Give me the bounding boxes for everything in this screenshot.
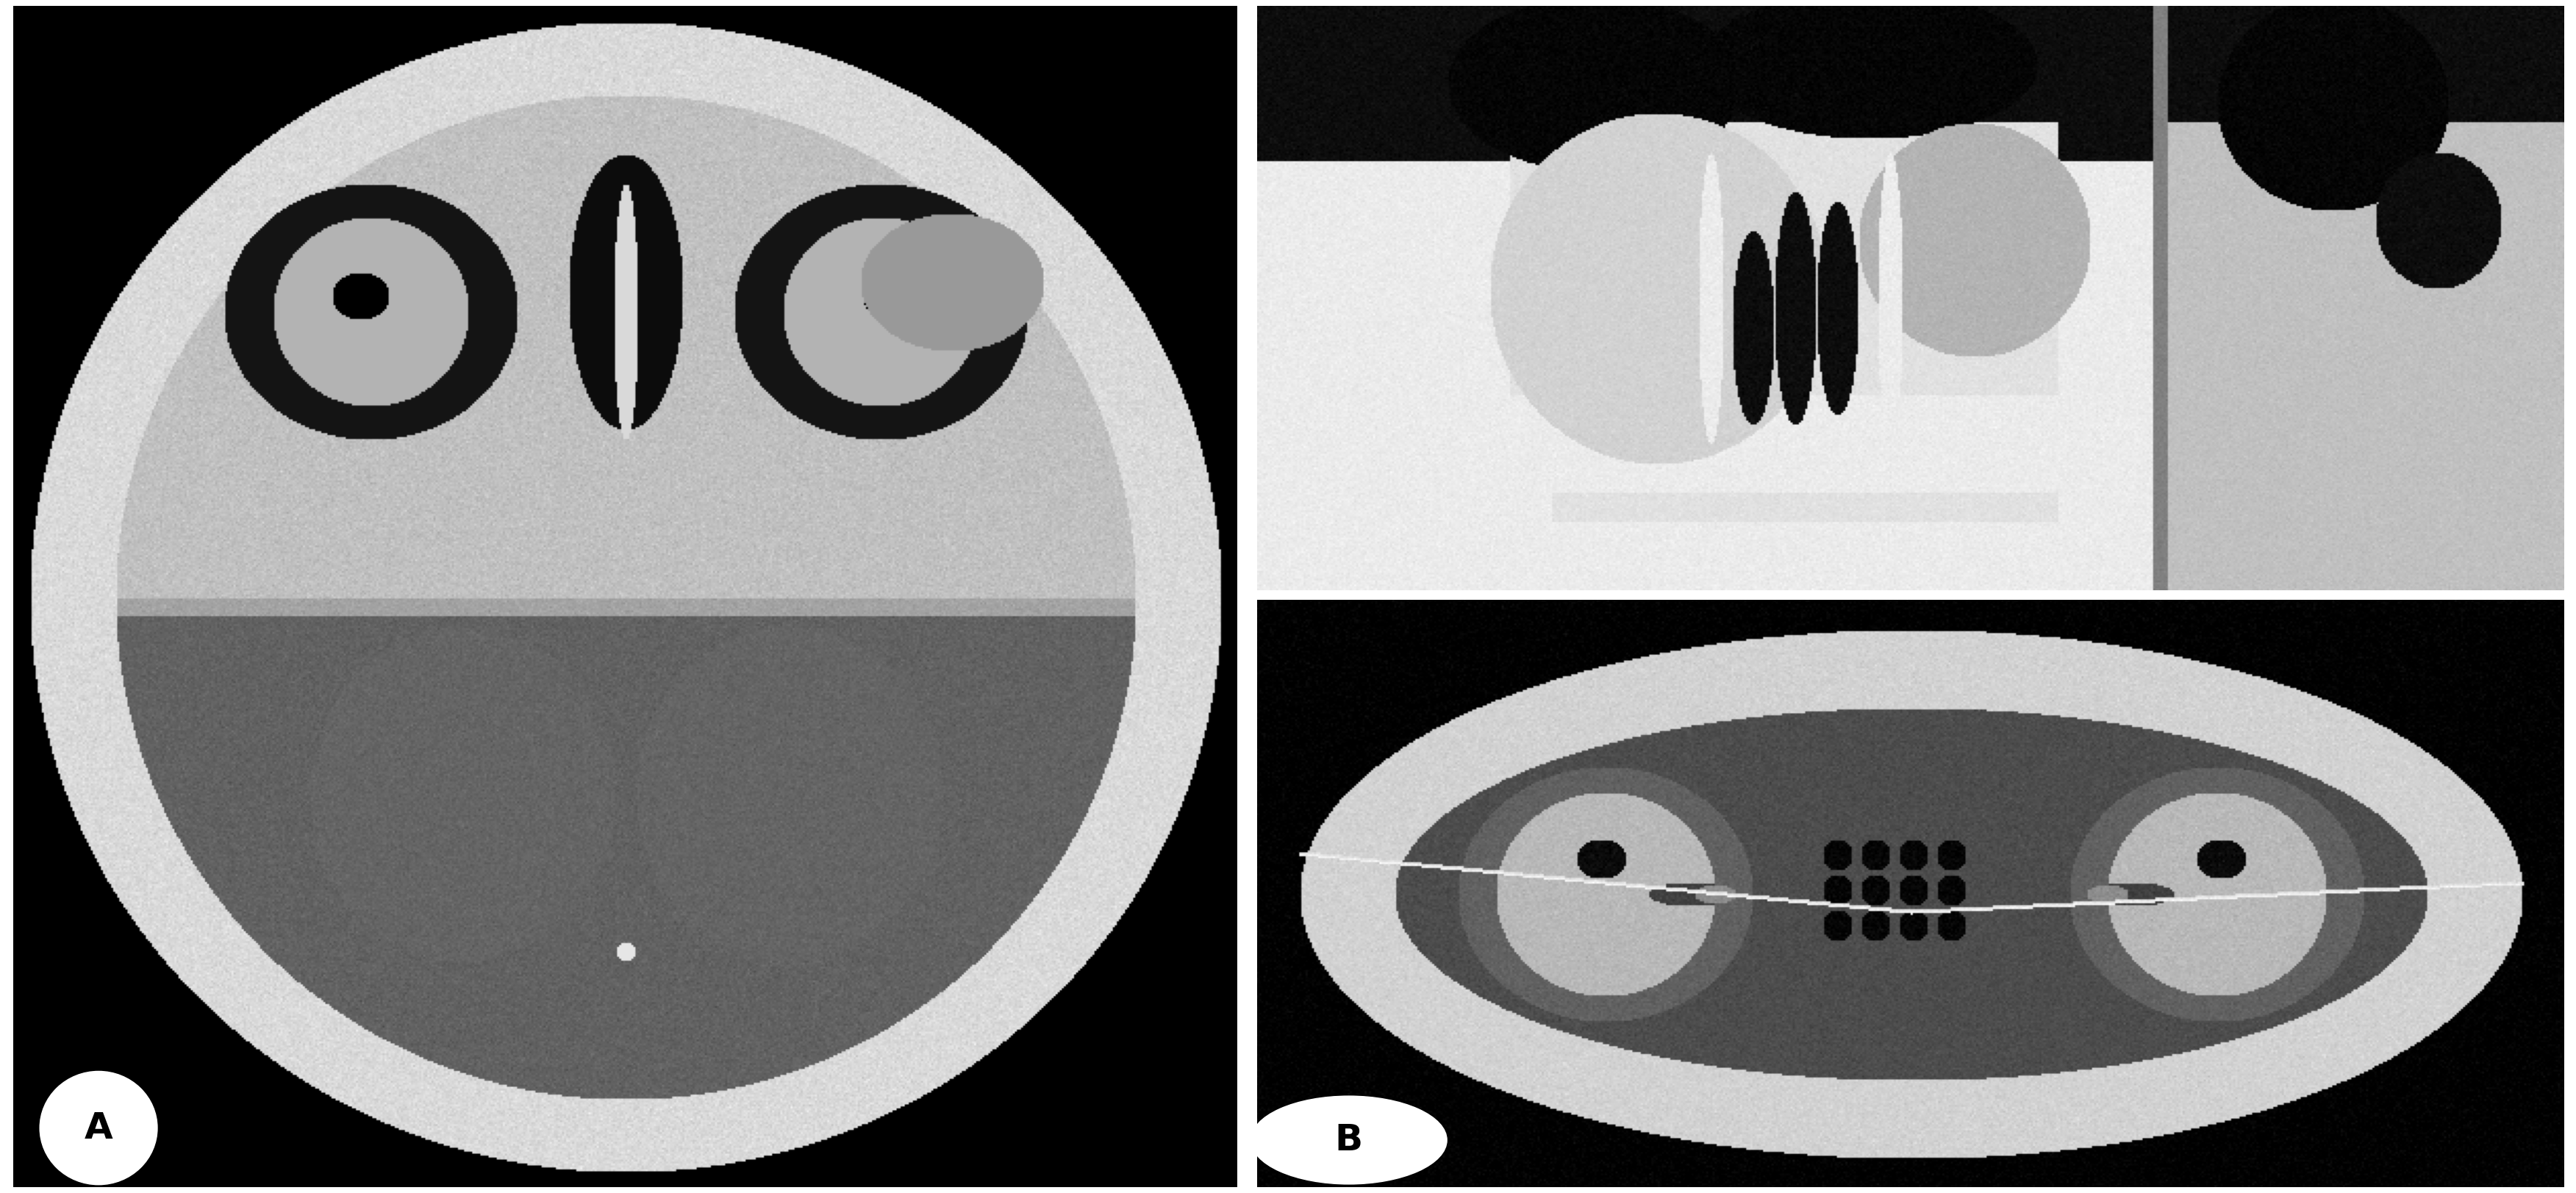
Circle shape (39, 1071, 157, 1185)
Text: B: B (1334, 1123, 1363, 1157)
Text: A: A (85, 1111, 113, 1145)
Circle shape (1249, 1096, 1448, 1185)
